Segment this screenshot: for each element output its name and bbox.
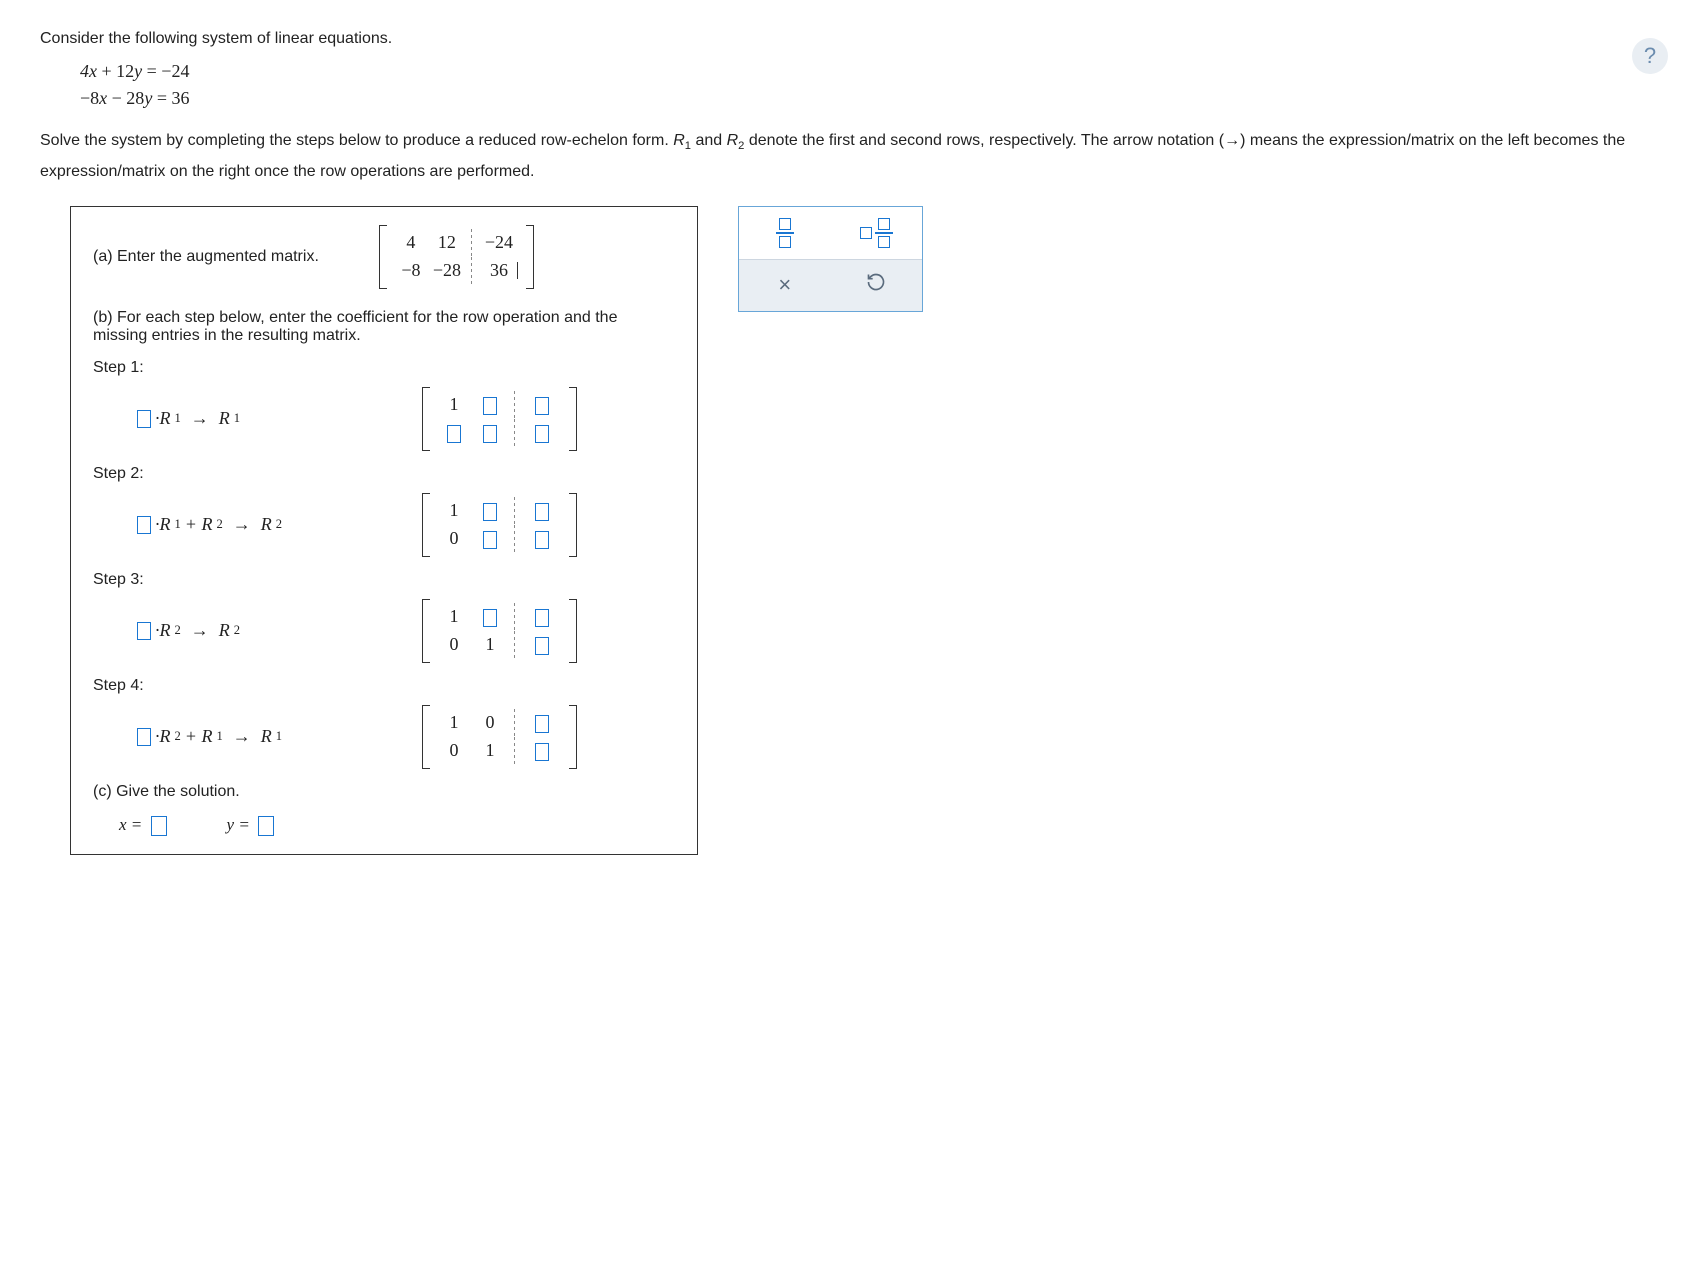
matrix-cell-input[interactable] — [521, 422, 563, 443]
mat-a-r1aug[interactable]: −24 — [478, 232, 520, 253]
coeff-input[interactable] — [137, 728, 151, 746]
matrix-cell-input[interactable] — [472, 528, 508, 549]
equation-2: −8x − 28y = 36 — [80, 85, 1656, 112]
result-matrix[interactable]: 1 — [422, 387, 577, 451]
matrix-cell[interactable]: 0 — [436, 528, 472, 549]
matrix-cell[interactable]: 1 — [472, 634, 508, 655]
part-a-label: (a) Enter the augmented matrix. — [93, 248, 319, 266]
matrix-cell[interactable]: 1 — [436, 394, 472, 415]
step-label: Step 3: — [93, 571, 675, 589]
matrix-cell[interactable]: 0 — [436, 634, 472, 655]
coeff-input[interactable] — [137, 516, 151, 534]
mixed-number-icon — [860, 218, 893, 248]
step-label: Step 4: — [93, 677, 675, 695]
mat-a-r2aug[interactable]: 36 — [478, 260, 520, 281]
step-3: Step 3:·R2→R2101 — [93, 571, 675, 663]
augmented-matrix[interactable]: 4 12 −24 −8 −28 36 — [379, 225, 534, 289]
step-1: Step 1: ·R1→R1 1 — [93, 359, 675, 451]
matrix-cell-input[interactable] — [472, 394, 508, 415]
matrix-cell[interactable]: 1 — [436, 500, 472, 521]
row-operation: ·R2 + R1→R1 — [137, 726, 302, 747]
step-label: Step 2: — [93, 465, 675, 483]
math-toolbar: × — [738, 206, 923, 312]
matrix-cell-input[interactable] — [521, 740, 563, 761]
matrix-cell-input[interactable] — [521, 634, 563, 655]
coeff-input[interactable] — [137, 622, 151, 640]
y-equals: y = — [227, 815, 275, 836]
row-operation: ·R1→R1 — [137, 408, 302, 429]
result-matrix[interactable]: 10 — [422, 493, 577, 557]
row-operation: ·R2→R2 — [137, 620, 302, 641]
matrix-cell-input[interactable] — [472, 500, 508, 521]
part-c-label: (c) Give the solution. — [93, 783, 675, 801]
close-icon: × — [778, 272, 791, 298]
equation-block: 4x + 12y = −24 −8x − 28y = 36 — [80, 58, 1656, 112]
matrix-cell-input[interactable] — [521, 606, 563, 627]
matrix-cell-input[interactable] — [521, 712, 563, 733]
matrix-cell-input[interactable] — [472, 606, 508, 627]
mat-a-r1c1[interactable]: 4 — [393, 232, 429, 253]
matrix-cell-input[interactable] — [472, 422, 508, 443]
mat-a-r1c2[interactable]: 12 — [429, 232, 465, 253]
row-operation: ·R1 + R2→R2 — [137, 514, 302, 535]
undo-icon — [866, 272, 886, 298]
solution-row: x = y = — [119, 815, 675, 836]
matrix-cell-input[interactable] — [521, 394, 563, 415]
clear-button[interactable]: × — [739, 260, 831, 311]
matrix-cell-input[interactable] — [436, 422, 472, 443]
matrix-cell-input[interactable] — [521, 528, 563, 549]
equation-1: 4x + 12y = −24 — [80, 58, 1656, 85]
intro-text: Consider the following system of linear … — [40, 30, 1656, 48]
matrix-cell[interactable]: 0 — [436, 740, 472, 761]
step-2: Step 2:·R1 + R2→R210 — [93, 465, 675, 557]
matrix-cell[interactable]: 1 — [436, 606, 472, 627]
x-input[interactable] — [151, 816, 167, 836]
result-matrix[interactable]: 101 — [422, 599, 577, 663]
y-input[interactable] — [258, 816, 274, 836]
x-equals: x = — [119, 815, 167, 836]
matrix-cell-input[interactable] — [521, 500, 563, 521]
fraction-tool[interactable] — [739, 207, 831, 259]
mat-a-r2c1[interactable]: −8 — [393, 260, 429, 281]
mixed-number-tool[interactable] — [831, 207, 923, 259]
fraction-icon — [776, 218, 794, 248]
matrix-cell[interactable]: 1 — [472, 740, 508, 761]
instructions-text: Solve the system by completing the steps… — [40, 126, 1656, 188]
part-b-label: (b) For each step below, enter the coeff… — [93, 309, 675, 345]
coeff-input[interactable] — [137, 410, 151, 428]
step-4: Step 4:·R2 + R1→R11001 — [93, 677, 675, 769]
problem-panel: (a) Enter the augmented matrix. 4 12 −24… — [70, 206, 698, 855]
mat-a-r2c2[interactable]: −28 — [429, 260, 465, 281]
step-label: Step 1: — [93, 359, 675, 377]
result-matrix[interactable]: 1001 — [422, 705, 577, 769]
matrix-cell[interactable]: 0 — [472, 712, 508, 733]
matrix-cell[interactable]: 1 — [436, 712, 472, 733]
undo-button[interactable] — [831, 260, 923, 311]
help-button[interactable]: ? — [1632, 38, 1668, 74]
